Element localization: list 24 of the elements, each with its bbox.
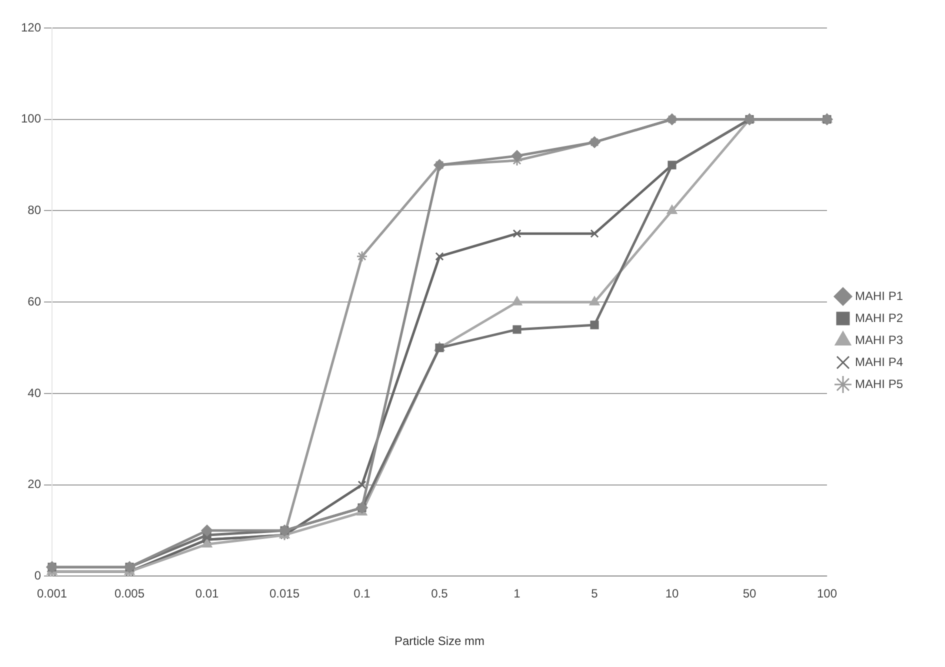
x-axis-title: Particle Size mm: [394, 634, 485, 648]
y-tick-label: 100: [20, 112, 42, 126]
legend-label: MAHI P3: [854, 332, 904, 347]
y-tick-label: 80: [28, 203, 42, 218]
x-tick-label: 100: [816, 586, 838, 601]
legend-label: MAHI P4: [854, 354, 904, 369]
x-tick-label: 0.01: [195, 586, 220, 601]
x-tick-label: 0.5: [431, 586, 448, 601]
x-tick-label: 50: [742, 586, 756, 601]
y-tick-label: 0: [34, 568, 42, 583]
legend-label: MAHI P5: [854, 376, 904, 391]
x-tick-label: 0.1: [354, 586, 371, 601]
y-tick-label: 120: [20, 20, 42, 34]
legend-label: MAHI P2: [854, 310, 904, 325]
x-tick-label: 1: [514, 586, 521, 601]
x-tick-label: 10: [665, 586, 679, 601]
y-tick-label: 60: [28, 294, 42, 308]
x-tick-label: 0.001: [37, 586, 68, 601]
y-tick-label: 40: [28, 386, 42, 400]
x-tick-label: 0.015: [269, 586, 300, 601]
legend-label: MAHI P1: [854, 288, 904, 303]
y-tick-label: 20: [28, 477, 42, 492]
x-tick-label: 5: [591, 586, 598, 601]
x-tick-label: 0.005: [114, 586, 145, 601]
